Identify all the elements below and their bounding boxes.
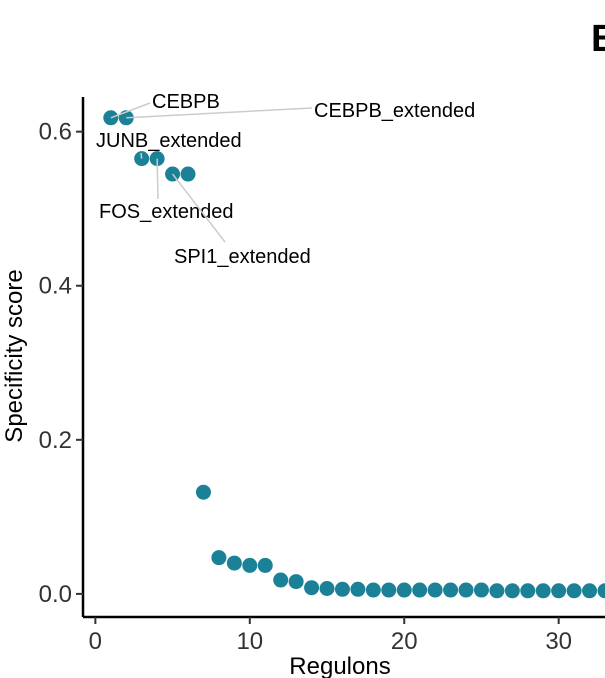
data-point bbox=[551, 583, 567, 599]
y-tick-label: 0.0 bbox=[39, 581, 72, 608]
label-connector bbox=[156, 158, 159, 200]
data-point bbox=[458, 582, 474, 598]
label-connector bbox=[110, 102, 151, 119]
y-axis-title: Specificity score bbox=[1, 269, 28, 442]
data-point bbox=[195, 484, 211, 500]
point-label: CEBPB bbox=[152, 91, 220, 113]
data-point bbox=[226, 555, 242, 571]
x-axis-ticks: 0 10 20 30 bbox=[89, 617, 572, 655]
data-point bbox=[319, 580, 335, 596]
data-point bbox=[427, 582, 443, 598]
point-label: JUNB_extended bbox=[96, 130, 242, 152]
data-point bbox=[396, 582, 412, 598]
data-point bbox=[535, 583, 551, 599]
data-point bbox=[489, 583, 505, 599]
data-point bbox=[412, 582, 428, 598]
y-axis-ticks: 0.0 0.2 0.4 0.6 bbox=[39, 119, 83, 608]
point-label: SPI1_extended bbox=[174, 246, 311, 268]
x-tick-label: 30 bbox=[545, 628, 572, 655]
x-axis-title: Regulons bbox=[289, 653, 390, 678]
data-point bbox=[211, 550, 227, 566]
data-point bbox=[381, 582, 397, 598]
data-point bbox=[443, 582, 459, 598]
data-point bbox=[273, 572, 289, 588]
data-point bbox=[582, 583, 598, 599]
y-tick-label: 0.2 bbox=[39, 427, 72, 454]
plot-area bbox=[103, 110, 605, 599]
data-point bbox=[304, 580, 320, 596]
point-label: FOS_extended bbox=[99, 201, 234, 223]
x-tick-label: 0 bbox=[89, 628, 102, 655]
data-point bbox=[350, 581, 366, 597]
data-point bbox=[504, 583, 520, 599]
data-point bbox=[566, 583, 582, 599]
panel-letter: B bbox=[591, 18, 605, 60]
x-tick-label: 10 bbox=[236, 628, 263, 655]
point-label: CEBPB_extended bbox=[314, 100, 475, 122]
data-point bbox=[288, 574, 304, 590]
data-point bbox=[520, 583, 536, 599]
y-tick-label: 0.6 bbox=[39, 119, 72, 146]
data-point bbox=[334, 581, 350, 597]
label-connector bbox=[171, 173, 226, 243]
data-point bbox=[257, 557, 273, 573]
x-tick-label: 20 bbox=[391, 628, 418, 655]
annotation-layer: CEBPB CEBPB_extended JUNB_extended FOS_exte… bbox=[96, 91, 475, 268]
data-point bbox=[597, 583, 605, 599]
data-point bbox=[473, 582, 489, 598]
data-point bbox=[242, 557, 258, 573]
label-connector bbox=[140, 152, 143, 159]
data-point bbox=[180, 166, 196, 182]
label-connector bbox=[126, 107, 313, 119]
y-tick-label: 0.4 bbox=[39, 273, 72, 300]
data-point bbox=[365, 582, 381, 598]
